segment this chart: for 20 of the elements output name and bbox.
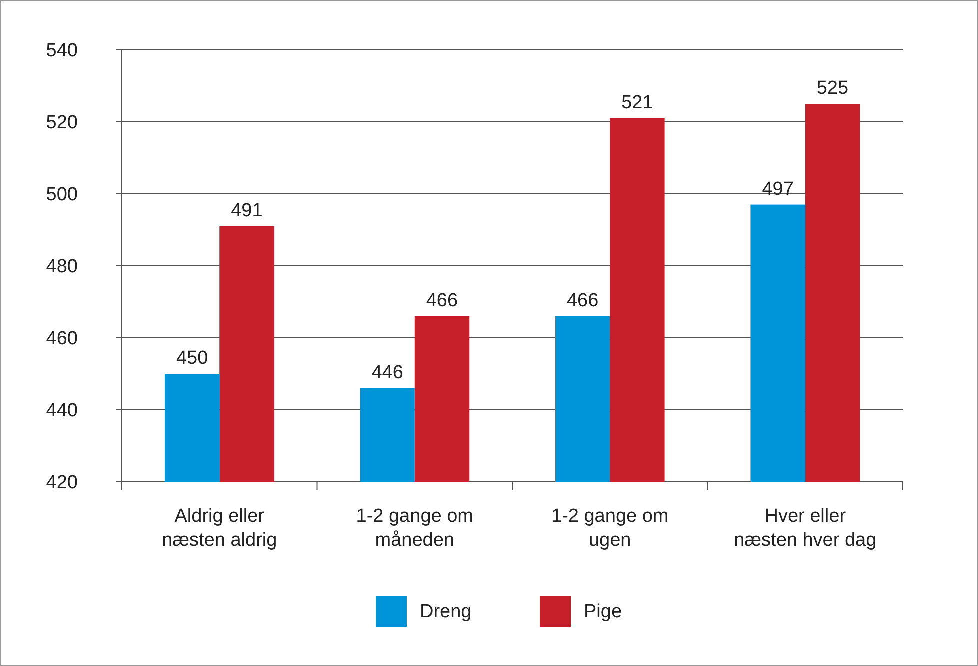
data-label: 521 bbox=[622, 92, 654, 114]
legend-label: Dreng bbox=[420, 602, 472, 623]
legend-label: Pige bbox=[584, 602, 622, 623]
data-label: 446 bbox=[372, 362, 404, 384]
x-tick-label: Hver eller næsten hver dag bbox=[734, 506, 877, 551]
y-tick-label: 480 bbox=[46, 256, 78, 278]
x-tick-label: 1-2 gange om ugen bbox=[552, 506, 669, 551]
y-tick-label: 420 bbox=[46, 472, 78, 494]
data-label: 466 bbox=[566, 290, 599, 312]
y-tick-label: 500 bbox=[46, 184, 78, 206]
y-tick-label: 520 bbox=[46, 112, 78, 134]
data-label: 525 bbox=[816, 78, 849, 99]
y-tick-label: 540 bbox=[46, 40, 78, 62]
x-tick-label: 1-2 gange om måneden bbox=[356, 506, 474, 551]
x-tick-label: Aldrig eller næsten aldrig bbox=[162, 506, 278, 551]
data-label: 450 bbox=[176, 348, 208, 369]
data-label: 491 bbox=[231, 200, 263, 222]
data-label: 466 bbox=[426, 290, 458, 312]
y-tick-label: 460 bbox=[46, 328, 78, 350]
y-tick-label: 440 bbox=[46, 400, 78, 422]
